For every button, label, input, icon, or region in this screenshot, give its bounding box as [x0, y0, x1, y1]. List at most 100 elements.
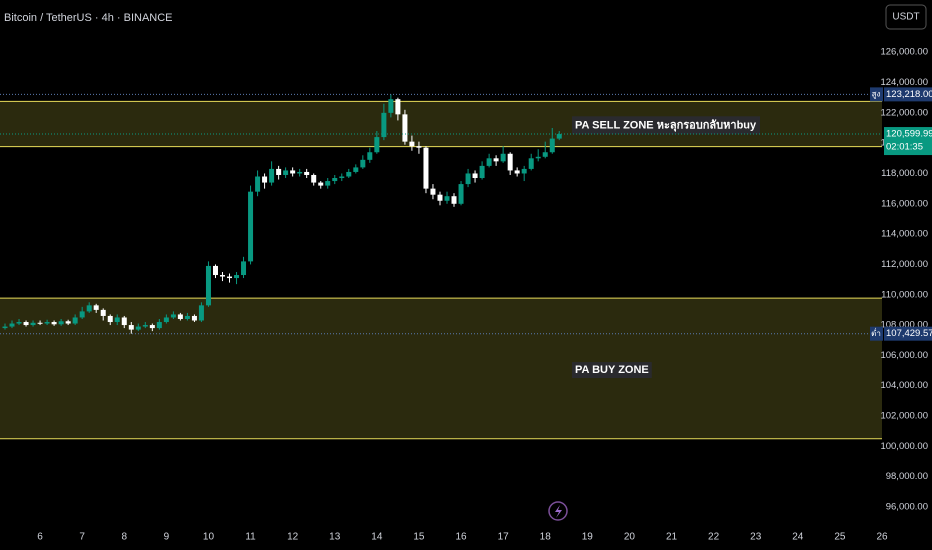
candle-body [458, 184, 464, 204]
candle-body [72, 317, 78, 324]
candle-body [339, 176, 345, 179]
currency-label[interactable]: USDT [892, 12, 919, 23]
x-tick-label: 15 [413, 532, 425, 543]
y-tick-label: 122,000.00 [880, 107, 928, 118]
candle-body [276, 168, 282, 175]
candle-body [514, 170, 520, 174]
candle-body [479, 165, 485, 179]
x-tick-label: 26 [876, 532, 888, 543]
zone [0, 298, 882, 439]
candle-body [23, 322, 29, 326]
candle-body [205, 265, 211, 306]
y-tick-label: 98,000.00 [886, 471, 928, 482]
candle-body [493, 158, 499, 162]
candle-body [262, 176, 268, 183]
y-tick-label: 100,000.00 [880, 441, 928, 452]
candle-body [556, 134, 562, 139]
candle-body [184, 315, 190, 319]
candle-body [549, 138, 555, 153]
candle-body [149, 325, 155, 329]
zone-label: PA BUY ZONE [575, 364, 649, 376]
candle-body [37, 322, 43, 324]
candle-body [219, 275, 225, 277]
candle-body [65, 321, 71, 324]
x-tick-label: 20 [624, 532, 636, 543]
price-tag-label: 107,429.57 [886, 328, 932, 339]
currency-box[interactable] [885, 4, 927, 30]
candle-body [255, 176, 261, 192]
y-tick-label: 104,000.00 [880, 380, 928, 391]
y-tick-label: 116,000.00 [881, 198, 928, 209]
candle-body [9, 323, 15, 327]
price-tag [884, 326, 932, 341]
candle-body [2, 326, 8, 329]
price-tag [884, 127, 932, 156]
candle-body [402, 114, 408, 142]
x-tick-label: 22 [708, 532, 720, 543]
y-tick-label: 102,000.00 [880, 411, 928, 422]
candle-body [156, 322, 162, 329]
zone-label: PA SELL ZONE หะลุกรอบกลับหาbuy [575, 118, 757, 132]
candle-body [437, 194, 443, 201]
price-tag-name: สูง [872, 89, 881, 99]
x-tick-label: 7 [79, 532, 85, 543]
candle-body [51, 322, 57, 325]
zone-label-box [572, 362, 652, 379]
candle-body [142, 325, 148, 327]
candle-body [93, 305, 99, 310]
price-tag-name: ต่ำ [871, 327, 881, 338]
candle-body [107, 315, 113, 323]
candle-body [367, 152, 373, 160]
candle-body [451, 196, 457, 204]
candle-body [486, 158, 492, 166]
candle-body [58, 321, 64, 325]
x-tick-label: 17 [498, 532, 510, 543]
candle-body [500, 153, 506, 162]
candle-body [269, 168, 275, 183]
lightning [555, 505, 562, 518]
y-tick-label: 126,000.00 [880, 47, 928, 58]
candle-body [430, 188, 436, 195]
x-tick-label: 13 [329, 532, 341, 543]
price-tag-name-box [870, 326, 883, 341]
candle-body [135, 326, 141, 330]
candle-body [318, 182, 324, 186]
candle-body [121, 317, 127, 326]
candle-body [374, 137, 380, 153]
candle-body [472, 173, 478, 179]
candle-body [542, 152, 548, 157]
candle-body [381, 112, 387, 138]
candle-body [212, 265, 218, 276]
candle-body [177, 314, 183, 319]
candle-body [325, 181, 331, 186]
x-tick-label: 12 [287, 532, 299, 543]
x-tick-label: 9 [164, 532, 170, 543]
candle-body [388, 99, 394, 113]
x-tick-label: 14 [371, 532, 383, 543]
y-tick-label: 112,000.00 [881, 259, 928, 270]
candle-body [283, 170, 289, 175]
candle-body [16, 322, 22, 324]
candle-body [409, 141, 415, 147]
candle-body [86, 305, 92, 312]
x-tick-label: 18 [540, 532, 552, 543]
plot [0, 94, 882, 440]
x-tick-label: 6 [37, 532, 43, 543]
candle-body [395, 99, 401, 115]
candle-body [444, 196, 450, 201]
candle-body [332, 178, 338, 182]
candle-body [304, 171, 310, 175]
candle-body [465, 173, 471, 185]
replay-icon[interactable] [548, 501, 568, 521]
price-tag [884, 87, 932, 102]
candle-body [346, 171, 352, 177]
candle-body [114, 317, 120, 323]
candle-body [234, 275, 240, 279]
candle-body [290, 170, 296, 174]
x-tick-label: 21 [666, 532, 678, 543]
zone-label-box [572, 116, 761, 135]
x-tick-label: 25 [834, 532, 846, 543]
y-tick-label: 124,000.00 [880, 77, 928, 88]
